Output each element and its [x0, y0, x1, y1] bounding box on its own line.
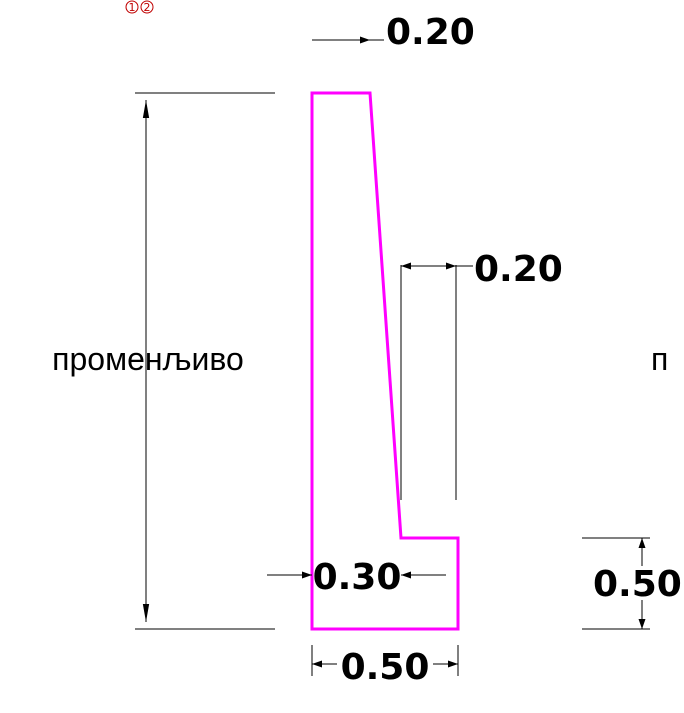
dim-stem-base-label: 0.30 [313, 557, 402, 598]
wall-outline [310, 91, 460, 631]
reference-markers: 1 2 [125, 0, 154, 14]
marker-1: 1 [129, 1, 136, 14]
dim-stem-offset: 0.20 [400, 249, 563, 500]
dim-base-height: 0.50 [582, 537, 682, 630]
marker-2: 2 [144, 1, 151, 14]
dim-top-width-label: 0.20 [386, 12, 475, 53]
dim-left-height: променљиво [52, 92, 275, 630]
dim-stem-base: 0.30 [267, 557, 446, 598]
left-height-label: променљиво [52, 341, 244, 377]
dim-stem-offset-label: 0.20 [474, 249, 563, 290]
dim-base-width-label: 0.50 [341, 647, 430, 688]
right-height-label-partial: п [651, 341, 668, 377]
dim-top-width: 0.20 [312, 12, 475, 53]
dim-base-height-label: 0.50 [593, 564, 682, 605]
dim-base-width: 0.50 [311, 645, 459, 688]
